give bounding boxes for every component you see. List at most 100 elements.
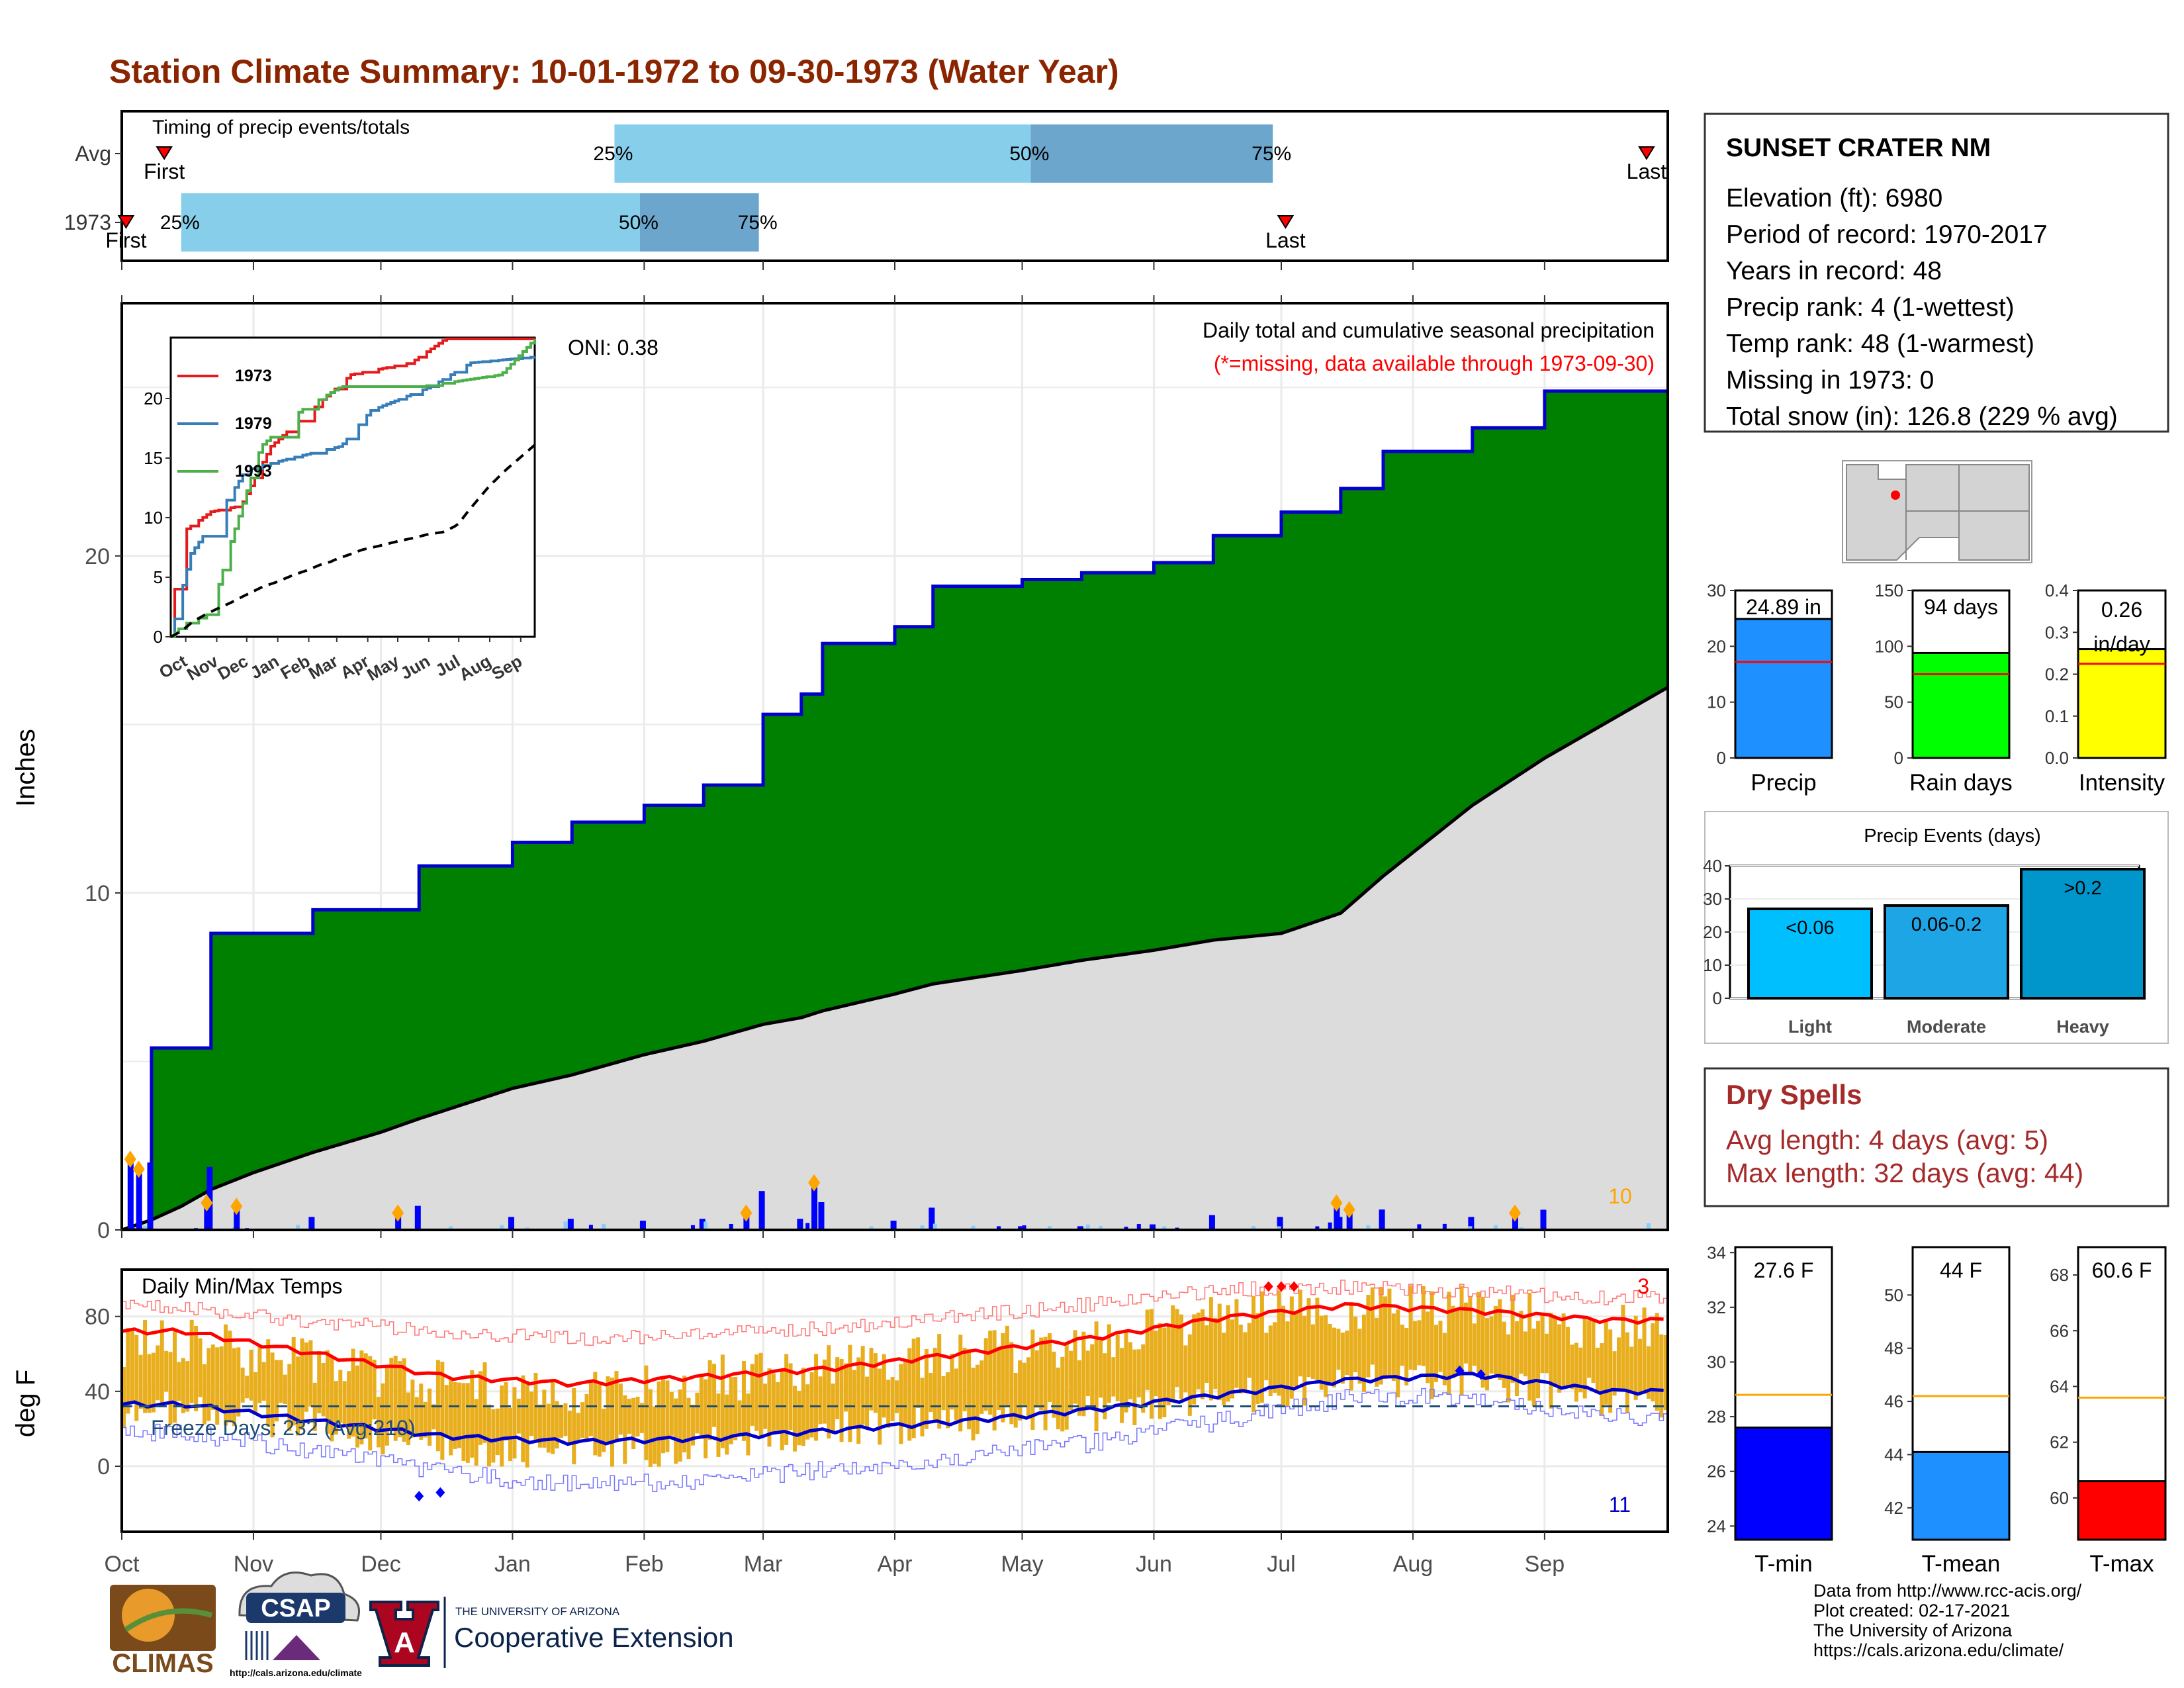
- daily-temp-range-bar: [177, 1362, 181, 1401]
- inset-ytick-label: 20: [144, 389, 163, 408]
- summary-bar-value: 0.26: [2101, 598, 2142, 622]
- snow-event-marker: [230, 1197, 243, 1215]
- ua-small-text: THE UNIVERSITY OF ARIZONA: [455, 1605, 620, 1618]
- daily-precip-bar: [1442, 1223, 1447, 1230]
- precip-event-tag: <0.06: [1786, 917, 1834, 939]
- daily-temp-range-bar: [873, 1353, 878, 1413]
- daily-temp-range-bar: [482, 1362, 487, 1443]
- daily-temp-range-bar: [1379, 1286, 1383, 1385]
- summary-bar-value-unit: in/day: [2093, 632, 2150, 656]
- daily-temp-range-bar: [317, 1351, 322, 1414]
- timing-row-label: Avg: [75, 142, 111, 165]
- daily-temp-range-bar: [950, 1354, 954, 1410]
- daily-temp-range-bar: [224, 1324, 228, 1426]
- daily-temp-range-bar: [1391, 1313, 1396, 1382]
- daily-temp-range-bar: [1073, 1330, 1077, 1404]
- daily-temp-range-bar: [1549, 1313, 1553, 1409]
- snow-event-marker: [124, 1150, 136, 1168]
- daily-temp-range-bar: [449, 1379, 453, 1456]
- daily-temp-range-bar: [542, 1389, 547, 1448]
- timing-p75-label: 75%: [738, 212, 778, 234]
- daily-temp-range-bar: [240, 1367, 245, 1403]
- timing-box-50-75: [639, 193, 759, 252]
- precip-ytick-label: 10: [85, 881, 110, 906]
- summary-bar-label: Precip: [1751, 770, 1816, 796]
- daily-temp-range-bar: [1154, 1331, 1158, 1397]
- daily-temp-range-bar: [351, 1348, 355, 1437]
- temp-bar-tick-label: 48: [1884, 1338, 1903, 1358]
- daily-precip-bar: [1646, 1223, 1651, 1230]
- station-info-line: Elevation (ft): 6980: [1726, 184, 1942, 212]
- daily-temp-range-bar: [699, 1376, 704, 1439]
- daily-temp-range-bar: [1099, 1340, 1103, 1398]
- summary-bar-tick-label: 0: [1717, 748, 1726, 768]
- daily-temp-range-bar: [954, 1368, 958, 1421]
- summary-bar-fill: [2077, 648, 2167, 759]
- daily-temp-range-bar: [156, 1345, 160, 1401]
- daily-temp-range-bar: [1315, 1297, 1320, 1381]
- record-low-marker: [1455, 1365, 1465, 1376]
- daily-temp-range-bar: [359, 1350, 364, 1445]
- daily-temp-range-bar: [1455, 1310, 1460, 1376]
- daily-precip-bar: [1136, 1224, 1141, 1230]
- daily-temp-range-bar: [428, 1388, 432, 1446]
- daily-temp-range-bar: [1158, 1323, 1162, 1419]
- daily-precip-bar: [1366, 1225, 1371, 1230]
- daily-temp-range-bar: [508, 1407, 512, 1462]
- daily-temp-range-bar: [168, 1352, 173, 1425]
- precip-event-bar: [2020, 868, 2146, 1000]
- precip-normal-line: [122, 686, 1668, 1230]
- daily-temp-range-bar: [695, 1392, 700, 1434]
- daily-temp-range-bar: [291, 1337, 296, 1426]
- daily-temp-range-bar: [410, 1380, 415, 1438]
- daily-precip-bar: [1150, 1224, 1156, 1230]
- daily-temp-range-bar: [1353, 1316, 1358, 1372]
- precip-plot-group: [122, 303, 1668, 1230]
- page-title: Station Climate Summary: 10-01-1972 to 0…: [109, 53, 1119, 90]
- dry-spells-line: Avg length: 4 days (avg: 5): [1726, 1125, 2048, 1155]
- daily-temp-range-bar: [618, 1383, 623, 1435]
- daily-temp-range-bar: [1208, 1297, 1213, 1401]
- daily-temp-range-bar: [1018, 1360, 1023, 1421]
- daily-temp-range-bar: [138, 1354, 143, 1409]
- daily-temp-range-bar: [648, 1389, 653, 1467]
- daily-temp-range-bar: [257, 1345, 262, 1403]
- daily-temp-range-bar: [1430, 1291, 1434, 1399]
- daily-temp-range-bar: [1332, 1327, 1337, 1387]
- daily-temp-range-bar: [1659, 1334, 1664, 1418]
- daily-temp-range-bar: [355, 1365, 359, 1448]
- daily-temp-range-bar: [1421, 1286, 1426, 1366]
- daily-temp-range-bar: [406, 1392, 410, 1446]
- daily-temp-range-bar: [423, 1401, 428, 1438]
- daily-temp-range-bar: [210, 1344, 215, 1410]
- daily-temp-range-bar: [860, 1346, 865, 1425]
- daily-temp-range-bar: [1663, 1335, 1668, 1411]
- ua-logo: [369, 1597, 446, 1668]
- daily-temp-range-bar: [839, 1358, 844, 1442]
- daily-temp-range-bar: [326, 1350, 330, 1434]
- daily-temp-range-bar: [725, 1394, 729, 1455]
- month-label: Apr: [878, 1552, 913, 1577]
- daily-temp-range-bar: [1396, 1309, 1400, 1397]
- daily-temp-range-bar: [275, 1360, 279, 1422]
- daily-temp-range-bar: [1060, 1356, 1065, 1432]
- daily-temp-range-bar: [1306, 1298, 1311, 1378]
- temp-ytick-label: 80: [85, 1305, 110, 1330]
- daily-temp-range-bar: [665, 1380, 670, 1452]
- daily-temp-range-bar: [151, 1352, 156, 1413]
- daily-temp-range-bar: [1328, 1323, 1332, 1386]
- month-label: Jan: [494, 1552, 531, 1577]
- timing-first-marker: [156, 146, 173, 160]
- map-state-borders: [1905, 465, 2029, 560]
- daily-temp-range-bar: [1459, 1286, 1464, 1395]
- timing-last-marker: [1638, 146, 1655, 160]
- daily-temp-range-bar: [1502, 1321, 1506, 1388]
- station-info-line: Missing in 1973: 0: [1726, 366, 1934, 395]
- daily-precip-bar: [414, 1205, 421, 1230]
- daily-temp-range-bar: [419, 1383, 424, 1440]
- daily-temp-range-bar: [797, 1391, 801, 1446]
- snow-event-marker: [132, 1160, 145, 1178]
- station-info-line: Years in record: 48: [1726, 257, 1942, 285]
- daily-temp-range-bar: [946, 1372, 950, 1429]
- timing-p25-label: 25%: [160, 212, 200, 234]
